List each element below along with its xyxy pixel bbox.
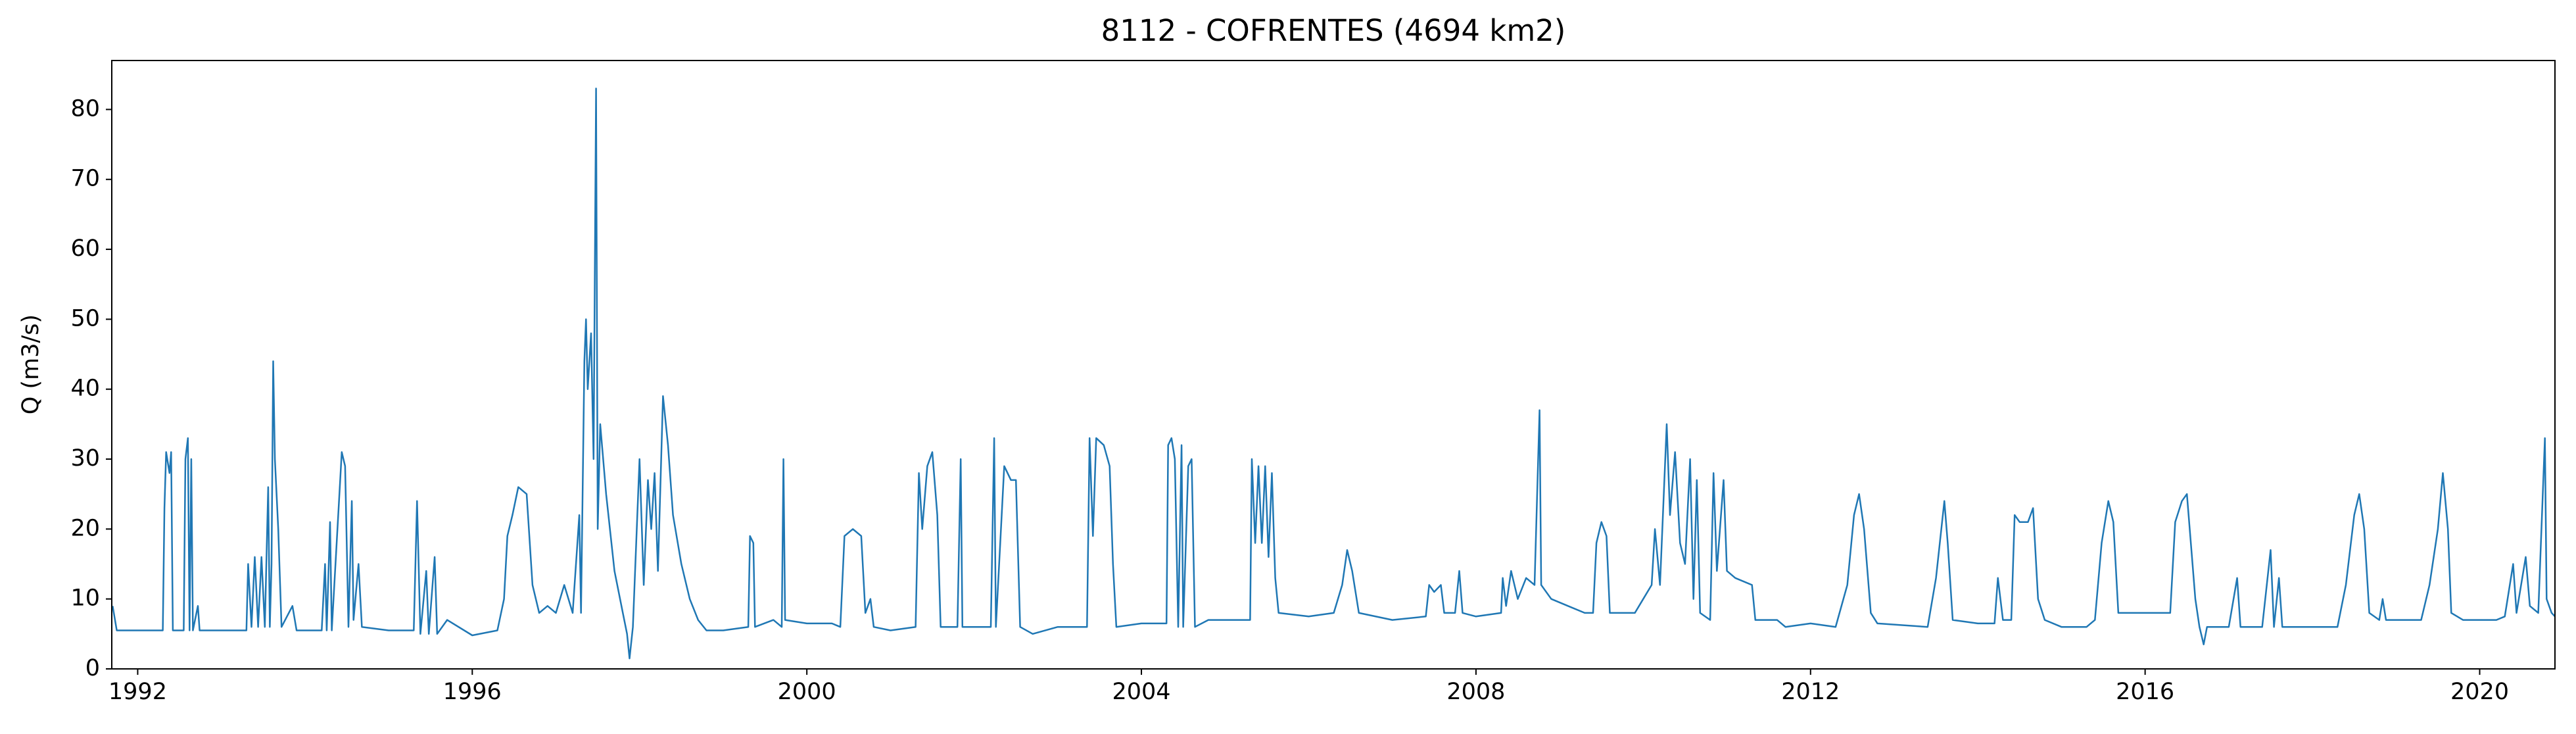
chart-title: 8112 - COFRENTES (4694 km2) (1101, 13, 1566, 48)
y-tick-label: 30 (70, 445, 100, 472)
y-axis-label: Q (m3/s) (18, 314, 44, 414)
y-tick-label: 60 (70, 235, 100, 262)
y-tick-label: 20 (70, 515, 100, 541)
y-tick-label: 50 (70, 305, 100, 331)
x-tick-label: 2012 (1781, 679, 1840, 705)
x-tick-label: 1996 (443, 679, 502, 705)
y-tick-label: 40 (70, 376, 100, 402)
x-tick-label: 2008 (1446, 679, 1505, 705)
plot-frame (111, 60, 2556, 670)
y-tick-label: 0 (85, 655, 100, 681)
x-tick-label: 2000 (778, 679, 836, 705)
x-tick-label: 2016 (2116, 679, 2174, 705)
y-tick-label: 10 (70, 585, 100, 612)
data-line (112, 87, 2556, 660)
x-tick-label: 2004 (1112, 679, 1170, 705)
y-tick-label: 70 (70, 166, 100, 192)
x-tick-label: 1992 (108, 679, 167, 705)
x-tick-label: 2020 (2450, 679, 2509, 705)
y-tick-label: 80 (70, 95, 100, 122)
